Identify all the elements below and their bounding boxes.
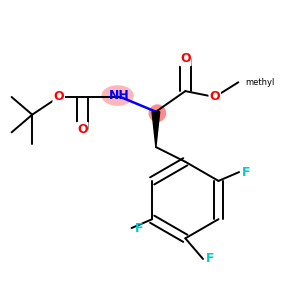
Text: O: O xyxy=(209,91,220,103)
Text: O: O xyxy=(77,123,88,136)
Text: F: F xyxy=(135,221,143,235)
Text: F: F xyxy=(242,166,251,178)
Text: methyl: methyl xyxy=(246,78,275,87)
Ellipse shape xyxy=(148,104,166,122)
Ellipse shape xyxy=(101,85,134,106)
Text: O: O xyxy=(53,91,64,103)
Text: F: F xyxy=(206,252,214,266)
Text: NH: NH xyxy=(109,89,130,102)
Text: O: O xyxy=(180,52,190,65)
Polygon shape xyxy=(152,112,160,147)
